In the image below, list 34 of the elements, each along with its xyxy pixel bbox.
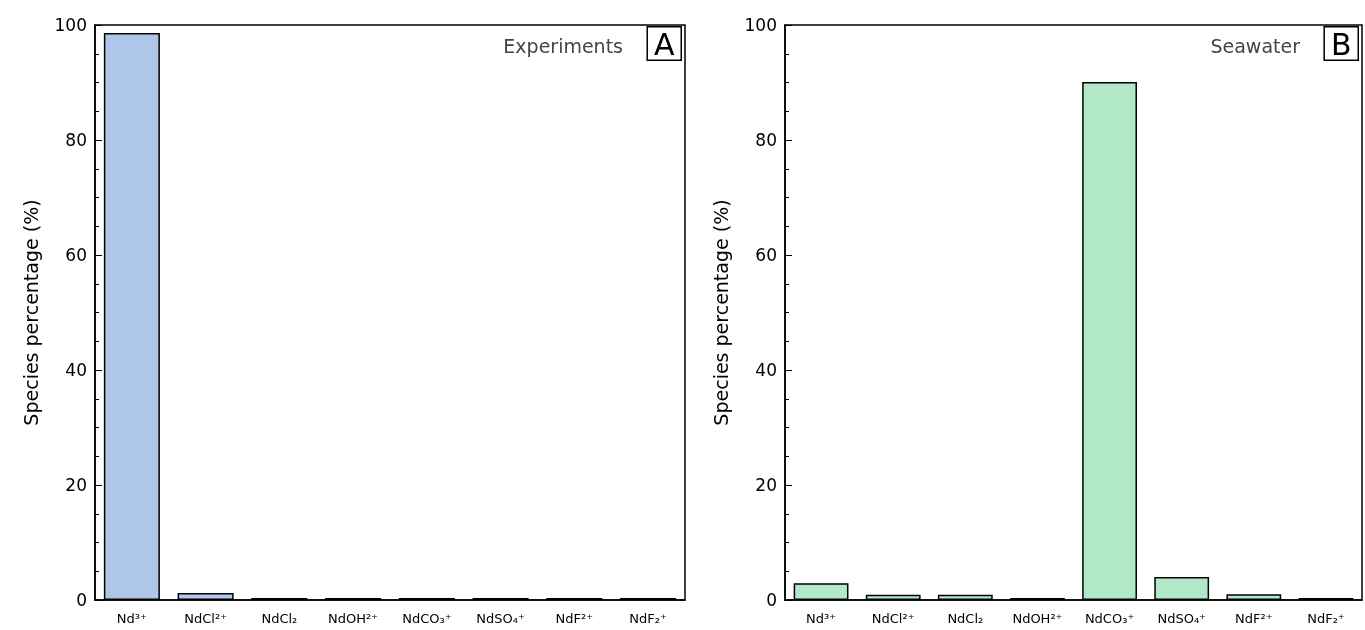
x-tick-label: NdF²⁺ [1235,611,1273,626]
y-tick-label: 0 [766,590,777,610]
x-tick-label: Nd³⁺ [806,611,837,626]
y-tick-label: 20 [65,475,87,495]
x-tick-label: NdCl₂ [947,611,984,626]
x-tick-label: NdCO₃⁺ [402,611,452,626]
y-tick-label: 80 [65,130,87,150]
x-tick-label: NdCO₃⁺ [1084,611,1135,626]
y-tick-label: 0 [76,590,87,610]
x-tick-label: Nd³⁺ [116,611,147,626]
x-tick-label: NdCl²⁺ [184,611,227,626]
y-tick-label: 80 [755,130,777,150]
annotation: A [653,27,675,62]
y-tick-label: 60 [65,245,87,265]
y-tick-label: 40 [65,360,87,380]
x-tick-label: NdF₂⁺ [629,611,667,626]
y-tick-label: 20 [755,475,777,495]
y-axis-title: Species percentage (%) [709,199,732,426]
x-tick-label: NdSO₄⁺ [1157,611,1206,626]
x-tick-label: NdF²⁺ [555,611,594,626]
x-tick-label: NdCl²⁺ [871,611,915,626]
x-tick-label: NdSO₄⁺ [476,611,525,626]
annotation: B [1330,27,1352,62]
x-tick-label: NdCl₂ [261,611,298,626]
annotation: Seawater [1210,34,1301,57]
y-tick-label: 40 [755,360,777,380]
y-tick-label: 100 [744,15,777,35]
x-tick-label: NdOH²⁺ [1012,611,1063,626]
x-tick-label: NdOH²⁺ [328,611,379,626]
y-tick-label: 100 [54,15,87,35]
y-tick-label: 60 [755,245,777,265]
x-tick-label: NdF₂⁺ [1307,611,1345,626]
y-axis-title: Species percentage (%) [19,199,42,426]
annotation: Experiments [503,34,624,57]
